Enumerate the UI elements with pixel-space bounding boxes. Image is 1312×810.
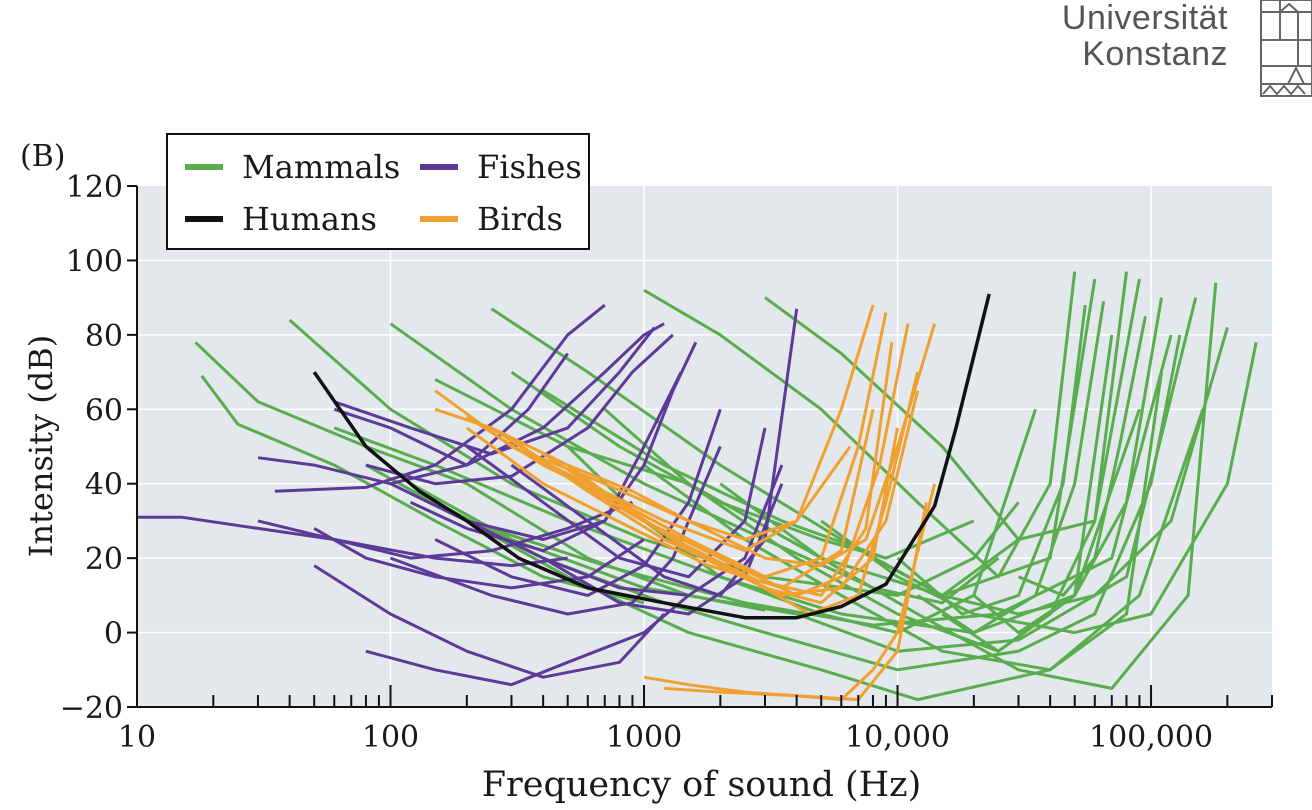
series-line-fishes-13 [313, 527, 645, 590]
series-line-mammals-5 [490, 278, 1097, 597]
y-tick-label-1: 100 [66, 244, 123, 279]
university-logo-text: Universität Konstanz [1062, 0, 1228, 72]
series-lines [137, 271, 1258, 702]
y-axis-title: Intensity (dB) [22, 335, 60, 557]
series-line-humans-1 [312, 293, 991, 620]
y-tick-label-2: 80 [85, 319, 123, 354]
series-line-fishes-5 [313, 564, 666, 679]
panel-label: (B) [20, 139, 65, 174]
logo-line-2: Konstanz [1082, 35, 1228, 73]
series-line-fishes-11 [510, 308, 799, 597]
y-tick-label-4: 40 [85, 468, 123, 503]
x-axis-title: Frequency of sound (Hz) [482, 765, 922, 805]
series-line-birds-10 [664, 502, 928, 702]
series-line-fishes-4 [257, 352, 569, 486]
y-tick-label-7: −20 [60, 691, 123, 726]
series-line-fishes-7 [333, 322, 665, 467]
x-tick-label-1: 100 [362, 720, 419, 755]
y-tick-label-3: 60 [85, 393, 123, 428]
y-tick-labels: 120 100 80 60 40 20 0 −20 [60, 170, 123, 726]
x-tick-label-0: 10 [118, 720, 156, 755]
series-line-mammals-7 [764, 271, 1128, 541]
y-tick-label-5: 20 [85, 542, 123, 577]
series-line-birds-7 [434, 407, 852, 541]
series-line-mammals-19 [916, 301, 1106, 635]
legend-box [166, 133, 590, 250]
x-tick-label-4: 100,000 [1089, 720, 1213, 755]
series-line-fishes-9 [434, 408, 722, 597]
university-logo-mark-icon [1260, 0, 1312, 97]
logo-line-1: Universität [1061, 0, 1228, 37]
series-line-mammals-17 [820, 342, 1258, 635]
series-line-mammals-20 [941, 278, 1141, 653]
series-line-fishes-14 [409, 371, 683, 553]
legend: Mammals Fishes Humans Birds [166, 133, 590, 250]
series-line-mammals-18 [872, 326, 1229, 616]
x-tick-labels: 10 100 1000 10,000 100,000 [118, 720, 1213, 755]
series-line-fishes-15 [333, 326, 656, 456]
series-line-fishes-10 [465, 427, 767, 579]
axes [127, 185, 1273, 708]
series-line-fishes-6 [365, 594, 690, 687]
legend-label-mammals: Mammals [242, 148, 400, 186]
legend-label-fishes: Fishes [477, 148, 582, 186]
x-tick-label-2: 1000 [606, 720, 682, 755]
series-line-mammals-22 [1017, 316, 1147, 597]
series-line-mammals-6 [643, 271, 1077, 579]
legend-label-birds: Birds [477, 200, 563, 238]
series-line-birds-12 [527, 342, 894, 597]
series-line-fishes-3 [274, 303, 606, 493]
plot-background [137, 186, 1272, 707]
y-tick-label-6: 0 [104, 617, 123, 652]
y-tick-label-0: 120 [66, 170, 123, 205]
series-line-birds-8 [510, 323, 937, 568]
series-line-fishes-16 [466, 464, 784, 597]
series-line-mammals-25 [542, 389, 975, 560]
legend-label-humans: Humans [242, 200, 377, 238]
series-line-birds-11 [465, 408, 875, 590]
x-tick-label-3: 10,000 [845, 720, 950, 755]
series-line-mammals-21 [972, 297, 1163, 635]
series-line-fishes-18 [365, 333, 674, 486]
series-line-fishes-2 [257, 500, 633, 560]
